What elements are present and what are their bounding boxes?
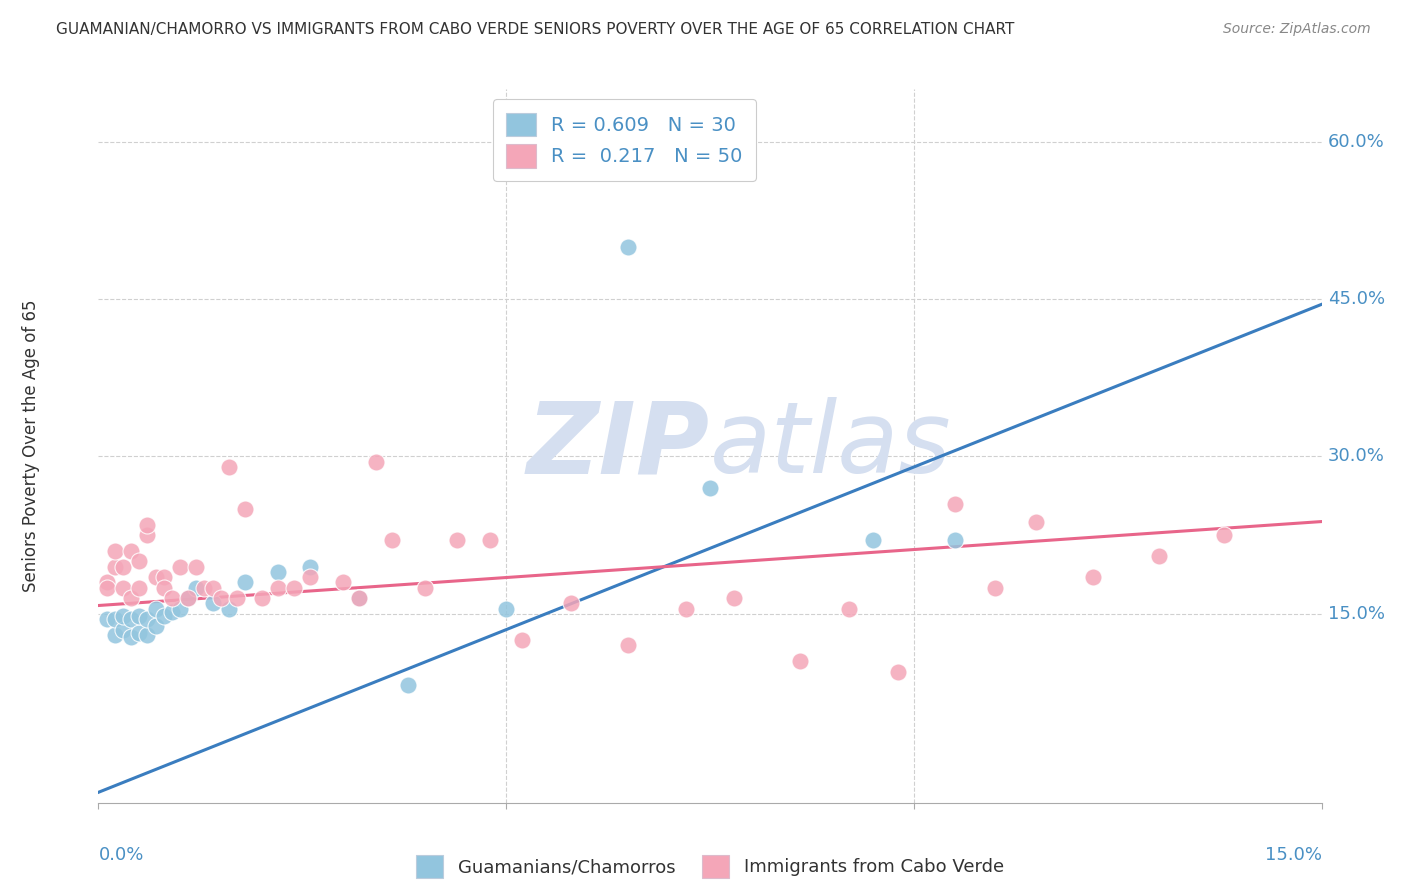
Point — [104, 559, 127, 574]
Point — [177, 591, 200, 606]
Point — [675, 601, 697, 615]
Point — [396, 678, 419, 692]
Point — [111, 609, 134, 624]
Text: 30.0%: 30.0% — [1327, 448, 1385, 466]
Point — [838, 601, 860, 615]
Point — [250, 591, 273, 606]
Point — [1025, 515, 1047, 529]
Point — [120, 591, 142, 606]
Point — [169, 601, 191, 615]
Point — [186, 581, 208, 595]
Text: 15.0%: 15.0% — [1327, 605, 1385, 623]
Point — [96, 612, 118, 626]
Point — [299, 570, 322, 584]
Point — [136, 628, 159, 642]
Text: Seniors Poverty Over the Age of 65: Seniors Poverty Over the Age of 65 — [22, 300, 41, 592]
Point — [96, 581, 118, 595]
Point — [943, 533, 966, 548]
Point — [1083, 570, 1105, 584]
Point — [104, 612, 127, 626]
Point — [120, 544, 142, 558]
Text: 15.0%: 15.0% — [1264, 846, 1322, 863]
Point — [617, 639, 640, 653]
Point — [723, 591, 745, 606]
Point — [120, 630, 142, 644]
Point — [145, 619, 167, 633]
Point — [177, 591, 200, 606]
Point — [495, 601, 517, 615]
Point — [136, 517, 159, 532]
Point — [128, 581, 150, 595]
Point — [413, 581, 436, 595]
Point — [145, 570, 167, 584]
Point — [218, 601, 240, 615]
Point — [111, 559, 134, 574]
Point — [299, 559, 322, 574]
Point — [381, 533, 404, 548]
Point — [104, 544, 127, 558]
Point — [699, 481, 721, 495]
Point — [233, 575, 256, 590]
Point — [96, 575, 118, 590]
Point — [169, 559, 191, 574]
Point — [128, 554, 150, 568]
Point — [120, 612, 142, 626]
Point — [193, 581, 215, 595]
Point — [128, 609, 150, 624]
Point — [349, 591, 371, 606]
Text: 60.0%: 60.0% — [1327, 133, 1385, 151]
Text: 45.0%: 45.0% — [1327, 290, 1385, 308]
Point — [226, 591, 249, 606]
Point — [617, 239, 640, 253]
Point — [152, 570, 174, 584]
Point — [1212, 528, 1234, 542]
Point — [209, 591, 232, 606]
Point — [1147, 549, 1170, 564]
Point — [943, 497, 966, 511]
Point — [160, 605, 183, 619]
Point — [349, 591, 371, 606]
Point — [984, 581, 1007, 595]
Point — [104, 628, 127, 642]
Point — [446, 533, 468, 548]
Point — [111, 581, 134, 595]
Text: 0.0%: 0.0% — [98, 846, 143, 863]
Point — [160, 591, 183, 606]
Point — [136, 612, 159, 626]
Point — [186, 559, 208, 574]
Point — [332, 575, 354, 590]
Point — [478, 533, 501, 548]
Point — [233, 502, 256, 516]
Text: GUAMANIAN/CHAMORRO VS IMMIGRANTS FROM CABO VERDE SENIORS POVERTY OVER THE AGE OF: GUAMANIAN/CHAMORRO VS IMMIGRANTS FROM CA… — [56, 22, 1015, 37]
Point — [886, 665, 908, 679]
Text: atlas: atlas — [710, 398, 952, 494]
Point — [152, 581, 174, 595]
Point — [111, 623, 134, 637]
Point — [364, 455, 387, 469]
Point — [218, 460, 240, 475]
Point — [128, 625, 150, 640]
Point — [267, 565, 290, 579]
Point — [283, 581, 305, 595]
Point — [201, 581, 224, 595]
Point — [789, 654, 811, 668]
Text: ZIP: ZIP — [527, 398, 710, 494]
Point — [152, 609, 174, 624]
Text: Source: ZipAtlas.com: Source: ZipAtlas.com — [1223, 22, 1371, 37]
Point — [201, 596, 224, 610]
Point — [560, 596, 582, 610]
Point — [145, 601, 167, 615]
Point — [136, 528, 159, 542]
Legend: Guamanians/Chamorros, Immigrants from Cabo Verde: Guamanians/Chamorros, Immigrants from Ca… — [408, 847, 1012, 887]
Point — [862, 533, 884, 548]
Point — [512, 633, 534, 648]
Point — [267, 581, 290, 595]
